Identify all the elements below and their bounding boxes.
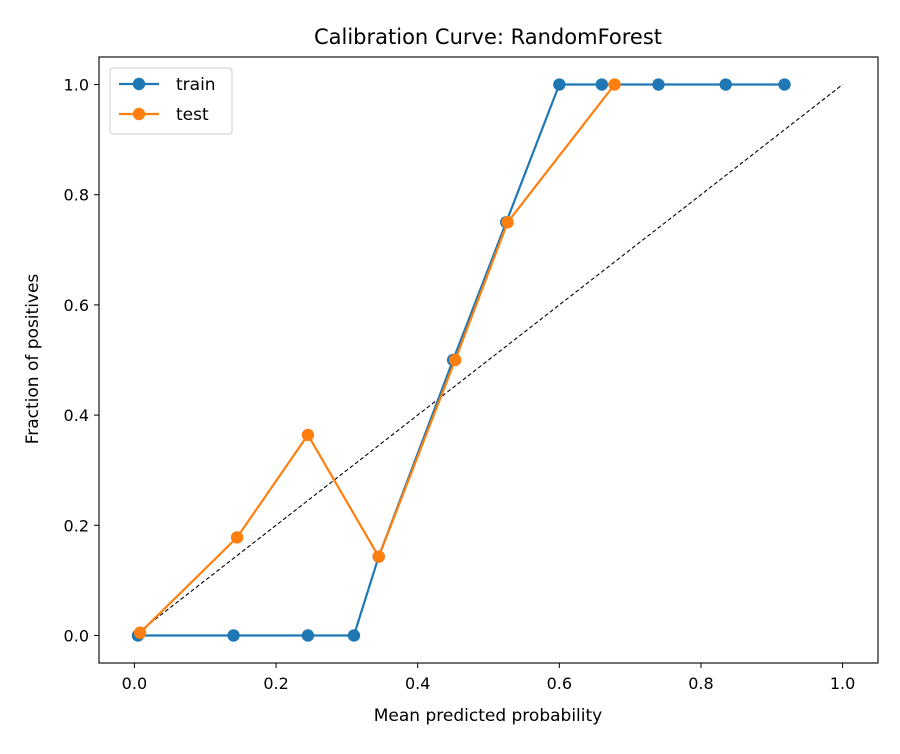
- data-point-test: [372, 550, 385, 563]
- data-point-test: [501, 216, 514, 229]
- series-layer: [131, 78, 791, 642]
- y-tick-label: 0.6: [64, 296, 89, 315]
- data-point-test: [608, 78, 621, 91]
- data-point-train: [778, 78, 791, 91]
- data-point-test: [449, 353, 462, 367]
- reference-line-layer: [134, 84, 843, 636]
- data-point-train: [301, 629, 315, 642]
- x-axis-ticks: 0.0 0.2 0.4 0.6 0.8 1.0: [122, 663, 855, 693]
- y-tick-label: 0.2: [64, 516, 89, 535]
- x-tick-label: 0.8: [688, 674, 713, 693]
- legend-label: train: [176, 75, 216, 95]
- data-point-train: [347, 629, 361, 642]
- series-test: [133, 78, 621, 639]
- data-point-test: [301, 428, 315, 442]
- y-tick-label: 1.0: [64, 76, 89, 95]
- data-point-train: [652, 78, 665, 91]
- legend-swatch-marker: [132, 77, 146, 91]
- y-axis-ticks: 0.0 0.2 0.4 0.6 0.8 1.0: [64, 76, 99, 645]
- legend-swatch-marker: [132, 107, 146, 121]
- legend-label: test: [176, 105, 209, 125]
- x-tick-label: 0.0: [122, 674, 147, 693]
- legend-item-train: train: [119, 75, 216, 95]
- data-point-test: [230, 531, 244, 544]
- x-tick-label: 0.4: [405, 674, 430, 693]
- series-line-train: [137, 83, 785, 637]
- chart-title: Calibration Curve: RandomForest: [314, 25, 662, 49]
- y-tick-label: 0.8: [64, 186, 89, 205]
- x-tick-label: 1.0: [830, 674, 855, 693]
- x-axis-label: Mean predicted probability: [374, 706, 602, 726]
- plot-frame: [98, 56, 879, 664]
- data-point-train: [227, 629, 240, 642]
- y-tick-label: 0.0: [64, 626, 89, 645]
- y-tick-label: 0.4: [64, 406, 89, 425]
- x-tick-label: 0.2: [263, 674, 288, 693]
- data-point-train: [595, 78, 609, 91]
- reference-diagonal-line: [134, 84, 843, 636]
- y-axis-label: Fraction of positives: [23, 274, 43, 445]
- legend: train test: [109, 67, 233, 135]
- data-point-train: [719, 78, 732, 91]
- x-tick-label: 0.6: [547, 674, 572, 693]
- data-point-test: [133, 626, 147, 639]
- data-point-train: [553, 78, 566, 91]
- legend-item-test: test: [119, 105, 209, 125]
